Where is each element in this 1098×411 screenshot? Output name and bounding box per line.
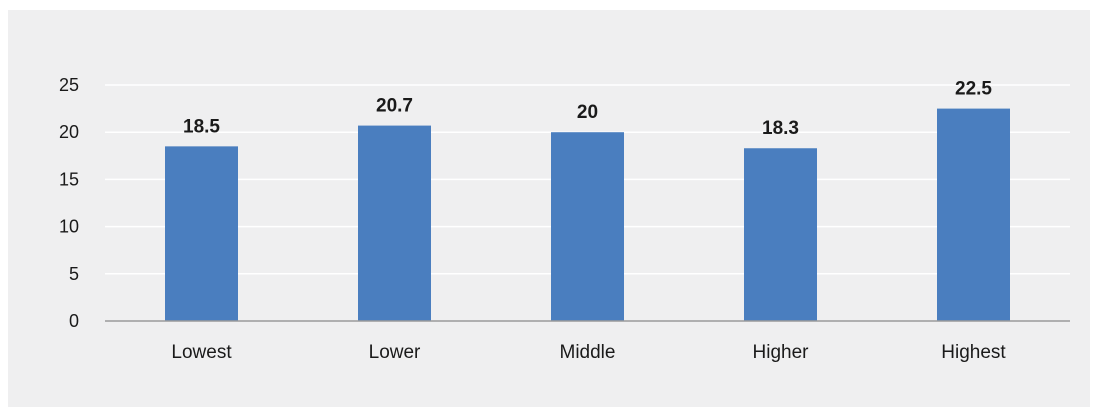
x-tick-label: Higher [753, 342, 810, 363]
x-tick-label: Middle [560, 342, 616, 363]
y-tick-label: 5 [69, 264, 79, 284]
bar [937, 108, 1010, 321]
y-tick-label: 10 [59, 217, 79, 237]
y-tick-label: 20 [59, 122, 79, 142]
bar [744, 148, 817, 321]
y-tick-label: 25 [59, 75, 79, 95]
bar [551, 132, 624, 321]
x-tick-label: Lowest [171, 342, 232, 363]
data-label: 22.5 [955, 79, 992, 100]
data-label: 18.5 [183, 116, 220, 137]
data-label: 18.3 [762, 118, 799, 139]
data-label: 20.7 [376, 96, 413, 117]
x-tick-label: Highest [941, 342, 1006, 363]
y-tick-label: 0 [69, 311, 79, 331]
data-label: 20 [577, 102, 598, 123]
y-tick-label: 15 [59, 169, 79, 189]
x-tick-label: Lower [369, 342, 421, 363]
bar [358, 125, 431, 321]
bar [165, 146, 238, 321]
